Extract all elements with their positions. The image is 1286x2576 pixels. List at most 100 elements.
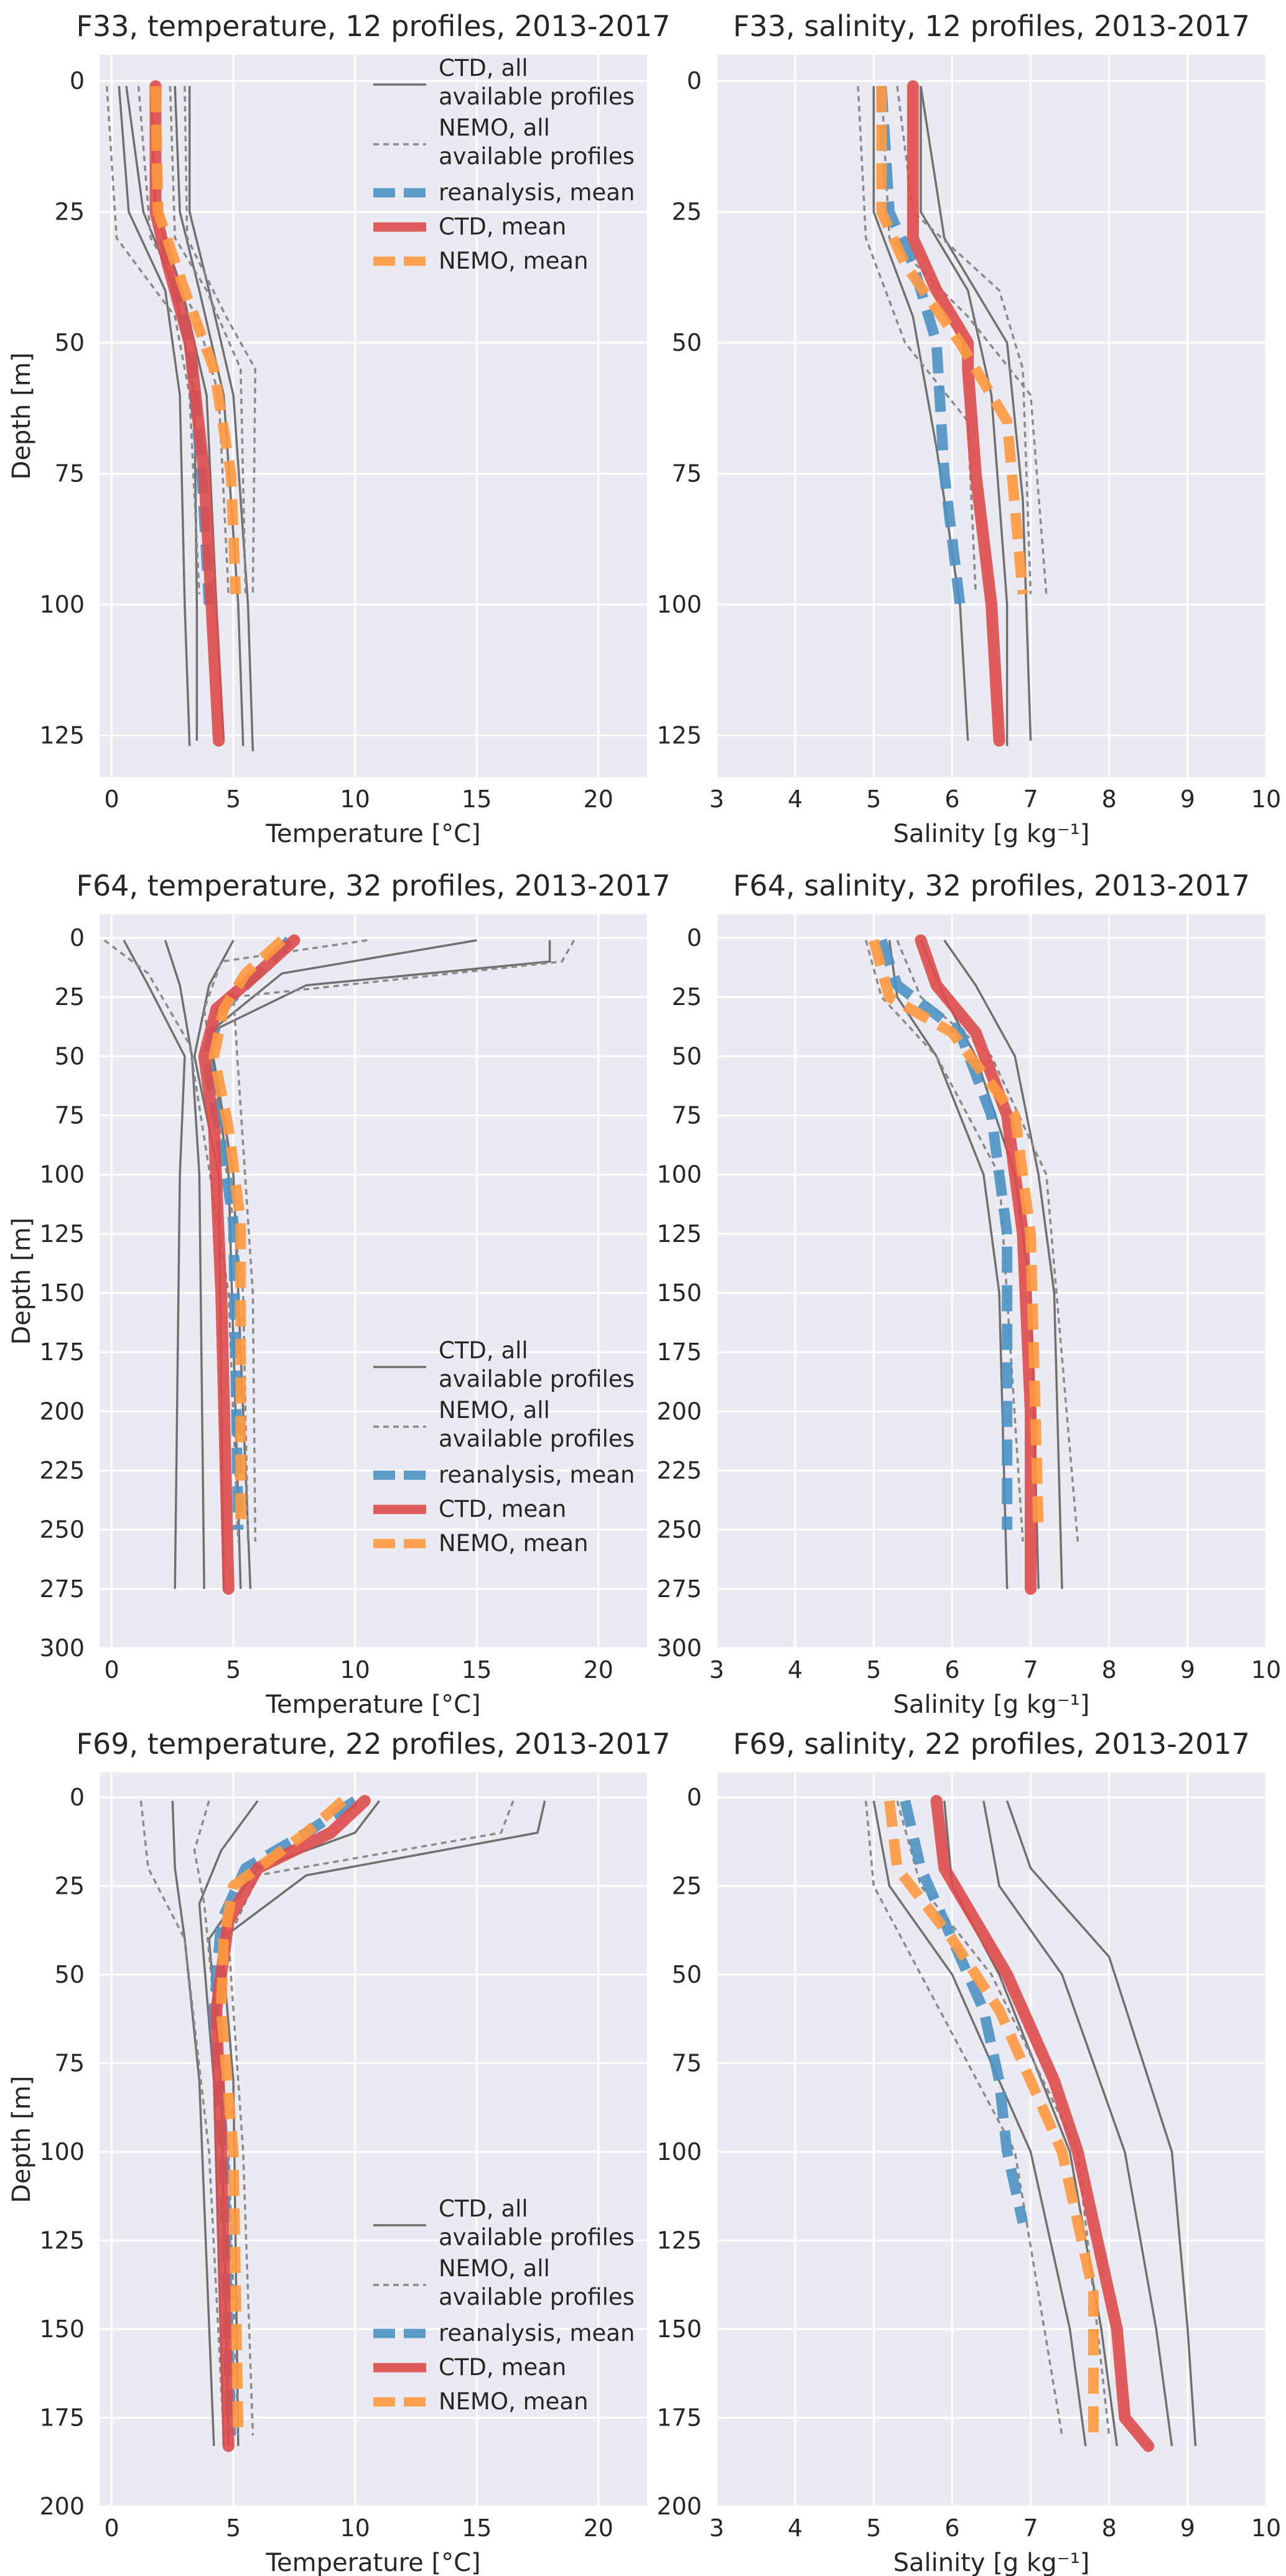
legend-label-line: NEMO, all [439,2255,550,2282]
y-tick-label: 125 [39,722,85,749]
y-tick-label: 25 [55,1872,85,1899]
y-tick-label: 175 [39,2404,85,2431]
y-tick-label: 0 [70,67,85,95]
series-line-nemo-mean [150,86,241,595]
x-tick-label: 9 [1180,785,1195,813]
legend-label-line: available profiles [439,2224,635,2251]
series-line-nemo-all [896,1800,1111,2436]
legend-label-line: reanalysis, mean [439,2320,635,2347]
x-tick-label: 3 [709,2514,724,2542]
y-tick-label: 0 [70,924,85,952]
legend-label-line: NEMO, mean [439,248,589,274]
series-line-nemo-all [896,940,1079,1542]
y-tick-label: 125 [656,2226,702,2254]
y-tick-label: 275 [656,1575,702,1603]
legend-label-line: available profiles [439,83,635,110]
y-tick-label: 0 [70,1784,85,1811]
legend-label-line: available profiles [439,1366,635,1392]
y-tick-label: 75 [672,460,702,488]
y-tick-label: 150 [39,1279,85,1307]
legend-label: CTD, all available profiles [439,55,635,110]
y-tick-label: 125 [656,722,702,749]
legend-label-line: reanalysis, mean [439,1462,635,1488]
x-tick-label: 7 [1023,2514,1038,2542]
series-line-nemo-all [184,86,257,595]
x-tick-label: 10 [340,2514,370,2542]
legend-label: NEMO, all available profiles [439,2255,635,2310]
y-tick-label: 150 [656,1279,702,1307]
legend-label-line: available profiles [439,1425,635,1452]
series-line-nemo-mean [884,1800,1099,2435]
series-line-nemo-all [105,86,201,595]
x-tick-label: 10 [1251,785,1281,813]
series-line-ctd-all [188,86,254,751]
series-line-ctd-all [982,1800,1173,2447]
x-tick-label: 7 [1023,785,1038,813]
y-tick-label: 250 [656,1516,702,1544]
series-line-ctd-all [164,940,205,1589]
chart-title: F33, temperature, 12 profiles, 2013-2017 [76,9,670,43]
legend-label-line: CTD, mean [439,2354,566,2381]
x-tick-label: 0 [104,785,119,813]
x-axis-label: Salinity [g kg⁻¹] [893,820,1090,848]
x-tick-label: 7 [1023,1656,1038,1684]
legend-label: reanalysis, mean [439,179,635,206]
y-tick-label: 50 [672,329,702,356]
series-line-nemo-mean [216,1797,347,2436]
x-tick-label: 6 [944,1656,959,1684]
series-line-ctd-all [123,940,186,1589]
legend-label-line: CTD, mean [439,1496,566,1522]
y-tick-label: 300 [656,1634,702,1662]
y-tick-label: 200 [39,2493,85,2520]
x-tick-label: 5 [226,1656,241,1684]
plot-area [100,1772,647,2506]
legend-label-line: NEMO, all [439,1397,550,1424]
series-line-ctd-all [118,86,191,746]
y-tick-label: 50 [55,329,85,356]
y-tick-label: 25 [55,983,85,1011]
plot-area [717,914,1266,1648]
y-tick-label: 50 [672,1042,702,1070]
y-tick-label: 75 [672,2049,702,2077]
y-tick-label: 25 [55,198,85,226]
x-tick-label: 9 [1180,1656,1195,1684]
legend-label: reanalysis, mean [439,1462,635,1488]
chart-panel-3: 0 5 10 15 2002550751001251501752002252502753… [7,869,671,1719]
x-tick-label: 10 [340,1656,370,1684]
x-tick-label: 6 [944,2514,959,2542]
series-line-ctd-all [920,86,1009,746]
chart-title: F33, salinity, 12 profiles, 2013-2017 [733,9,1250,43]
x-tick-label: 4 [788,2514,803,2542]
legend-label: NEMO, all available profiles [439,114,635,170]
chart-title: F69, temperature, 22 profiles, 2013-2017 [76,1727,670,1761]
x-tick-label: 6 [944,785,959,813]
chart-panel-1: 0 5 10 15 20 0 25 50 75 100 125 F33, temperature, 1… [7,9,671,848]
series-line-ctd-all [174,86,245,746]
x-tick-label: 15 [462,2514,492,2542]
series-line-nemo-mean [208,936,286,1530]
y-tick-label: 0 [687,924,702,952]
x-tick-label: 8 [1102,1656,1117,1684]
y-tick-label: 200 [656,2493,702,2520]
series-line-nemo-mean [869,938,1044,1530]
series-line-ctd-all [920,86,1032,741]
y-tick-label: 125 [39,2226,85,2254]
y-tick-label: 50 [55,1042,85,1070]
y-tick-label: 175 [656,1338,702,1366]
x-tick-label: 10 [1251,2514,1281,2542]
legend-label: NEMO, mean [439,248,589,274]
legend-label-line: reanalysis, mean [439,179,635,206]
series-line-ctd-mean [915,934,1037,1595]
series-line-reanalysis [900,1799,1028,2224]
x-tick-label: 15 [462,785,492,813]
legend-label-line: NEMO, all [439,114,550,141]
x-tick-label: 5 [866,1656,881,1684]
x-axis-label: Temperature [°C] [265,2549,480,2576]
series-line-ctd-all [872,86,969,741]
x-tick-label: 4 [788,785,803,813]
legend-label-line: NEMO, mean [439,1530,589,1557]
x-tick-label: 5 [866,785,881,813]
chart-panel-4: 3 4 5 6 7 8 9 100255075100125150175200225250275… [656,869,1281,1719]
plot-area [717,1772,1266,2506]
